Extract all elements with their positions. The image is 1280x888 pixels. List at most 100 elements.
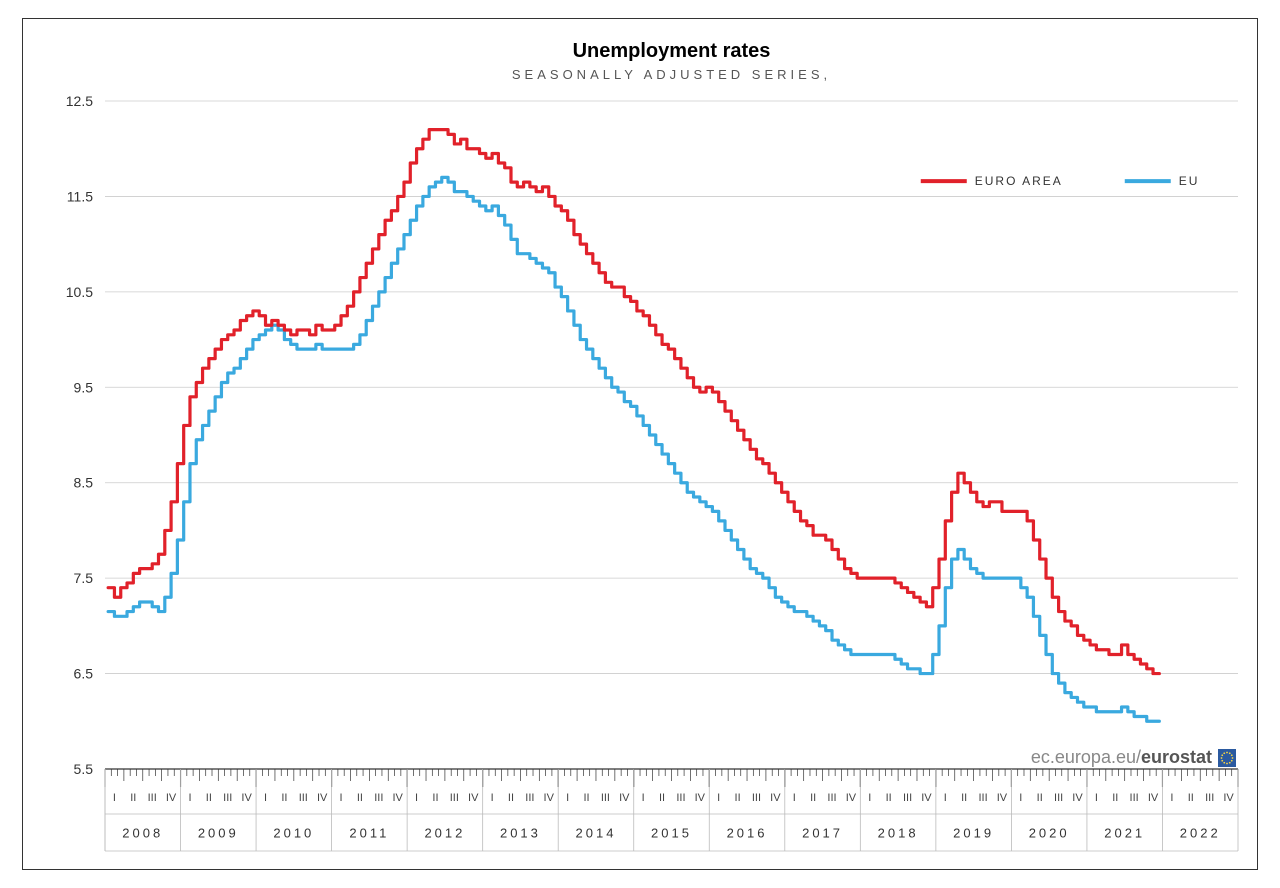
x-quarter-label: I <box>944 792 947 804</box>
eurostat-badge-star <box>1231 760 1233 762</box>
x-quarter-label: I <box>793 792 796 804</box>
eurostat-badge-star <box>1221 754 1223 756</box>
x-year-label: 2017 <box>802 826 843 841</box>
x-quarter-label: II <box>659 792 665 804</box>
legend-label-euro-area: EURO AREA <box>975 174 1063 188</box>
x-quarter-label: IV <box>1148 792 1159 804</box>
x-quarter-label: I <box>868 792 871 804</box>
x-quarter-label: IV <box>392 792 403 804</box>
x-quarter-label: II <box>206 792 212 804</box>
y-tick-label: 8.5 <box>74 475 94 491</box>
x-year-label: 2016 <box>727 826 768 841</box>
x-quarter-label: II <box>508 792 514 804</box>
eurostat-badge-star <box>1229 752 1231 754</box>
y-tick-label: 10.5 <box>66 284 93 300</box>
x-quarter-label: II <box>961 792 967 804</box>
chart-title: Unemployment rates <box>573 40 771 62</box>
x-quarter-label: II <box>583 792 589 804</box>
x-quarter-label: II <box>281 792 287 804</box>
x-year-label: 2009 <box>198 826 239 841</box>
x-year-label: 2022 <box>1180 826 1221 841</box>
y-tick-label: 5.5 <box>74 761 94 777</box>
x-quarter-label: IV <box>997 792 1008 804</box>
y-tick-label: 9.5 <box>74 379 94 395</box>
x-year-label: 2021 <box>1104 826 1145 841</box>
x-quarter-label: III <box>601 792 610 804</box>
x-quarter-label: III <box>223 792 232 804</box>
eurostat-badge-star <box>1232 757 1234 759</box>
eurostat-badge-star <box>1229 762 1231 764</box>
x-year-label: 2013 <box>500 826 541 841</box>
x-quarter-label: IV <box>1223 792 1234 804</box>
y-tick-label: 12.5 <box>66 93 93 109</box>
unemployment-chart: Unemployment rates SEASONALLY ADJUSTED SE… <box>23 19 1259 867</box>
x-quarter-label: I <box>491 792 494 804</box>
x-quarter-label: I <box>415 792 418 804</box>
legend-label-eu: EU <box>1179 174 1200 188</box>
x-quarter-label: II <box>130 792 136 804</box>
chart-subtitle: SEASONALLY ADJUSTED SERIES, <box>512 67 831 82</box>
x-quarter-label: III <box>1205 792 1214 804</box>
x-quarter-label: I <box>1170 792 1173 804</box>
x-quarter-label: IV <box>544 792 555 804</box>
x-quarter-label: I <box>717 792 720 804</box>
source-attribution: ec.europa.eu/eurostat <box>1031 747 1212 767</box>
x-quarter-label: IV <box>1072 792 1083 804</box>
x-quarter-label: I <box>1095 792 1098 804</box>
x-year-label: 2019 <box>953 826 994 841</box>
x-quarter-label: II <box>1037 792 1043 804</box>
x-quarter-label: II <box>1112 792 1118 804</box>
x-quarter-label: III <box>978 792 987 804</box>
eurostat-badge-star <box>1221 757 1223 759</box>
x-quarter-label: I <box>113 792 116 804</box>
x-year-label: 2018 <box>878 826 919 841</box>
x-quarter-label: III <box>903 792 912 804</box>
x-quarter-label: IV <box>468 792 479 804</box>
x-year-label: 2012 <box>424 826 465 841</box>
x-quarter-label: II <box>810 792 816 804</box>
x-quarter-label: I <box>566 792 569 804</box>
x-quarter-label: III <box>525 792 534 804</box>
chart-card: Unemployment rates SEASONALLY ADJUSTED SE… <box>22 18 1258 870</box>
x-year-label: 2015 <box>651 826 692 841</box>
x-quarter-label: I <box>264 792 267 804</box>
x-year-label: 2008 <box>122 826 163 841</box>
x-quarter-label: III <box>676 792 685 804</box>
x-quarter-label: IV <box>846 792 857 804</box>
x-year-label: 2010 <box>273 826 314 841</box>
eurostat-badge-star <box>1231 754 1233 756</box>
x-quarter-label: IV <box>770 792 781 804</box>
x-quarter-label: IV <box>695 792 706 804</box>
eurostat-badge-star <box>1223 762 1225 764</box>
eurostat-badge-star <box>1226 752 1228 754</box>
x-year-label: 2014 <box>576 826 617 841</box>
y-tick-label: 6.5 <box>74 666 94 682</box>
x-quarter-label: IV <box>317 792 328 804</box>
x-year-label: 2011 <box>349 826 389 841</box>
eurostat-badge-star <box>1226 763 1228 765</box>
x-quarter-label: IV <box>619 792 630 804</box>
x-quarter-label: I <box>340 792 343 804</box>
x-year-label: 2020 <box>1029 826 1070 841</box>
x-quarter-label: IV <box>241 792 252 804</box>
x-quarter-label: II <box>735 792 741 804</box>
x-quarter-label: II <box>432 792 438 804</box>
x-quarter-label: III <box>827 792 836 804</box>
figure-frame: Unemployment rates SEASONALLY ADJUSTED SE… <box>0 0 1280 888</box>
x-quarter-label: II <box>357 792 363 804</box>
x-quarter-label: I <box>642 792 645 804</box>
x-quarter-label: III <box>374 792 383 804</box>
x-quarter-label: III <box>299 792 308 804</box>
series-line-eu <box>108 177 1159 721</box>
x-quarter-label: III <box>752 792 761 804</box>
x-quarter-label: II <box>1188 792 1194 804</box>
x-quarter-label: III <box>1130 792 1139 804</box>
x-quarter-label: II <box>886 792 892 804</box>
series-line-euro-area <box>108 130 1159 674</box>
x-quarter-label: III <box>1054 792 1063 804</box>
y-tick-label: 7.5 <box>74 570 94 586</box>
y-tick-label: 11.5 <box>67 188 93 204</box>
x-quarter-label: III <box>148 792 157 804</box>
eurostat-badge-star <box>1223 752 1225 754</box>
x-quarter-label: I <box>1019 792 1022 804</box>
